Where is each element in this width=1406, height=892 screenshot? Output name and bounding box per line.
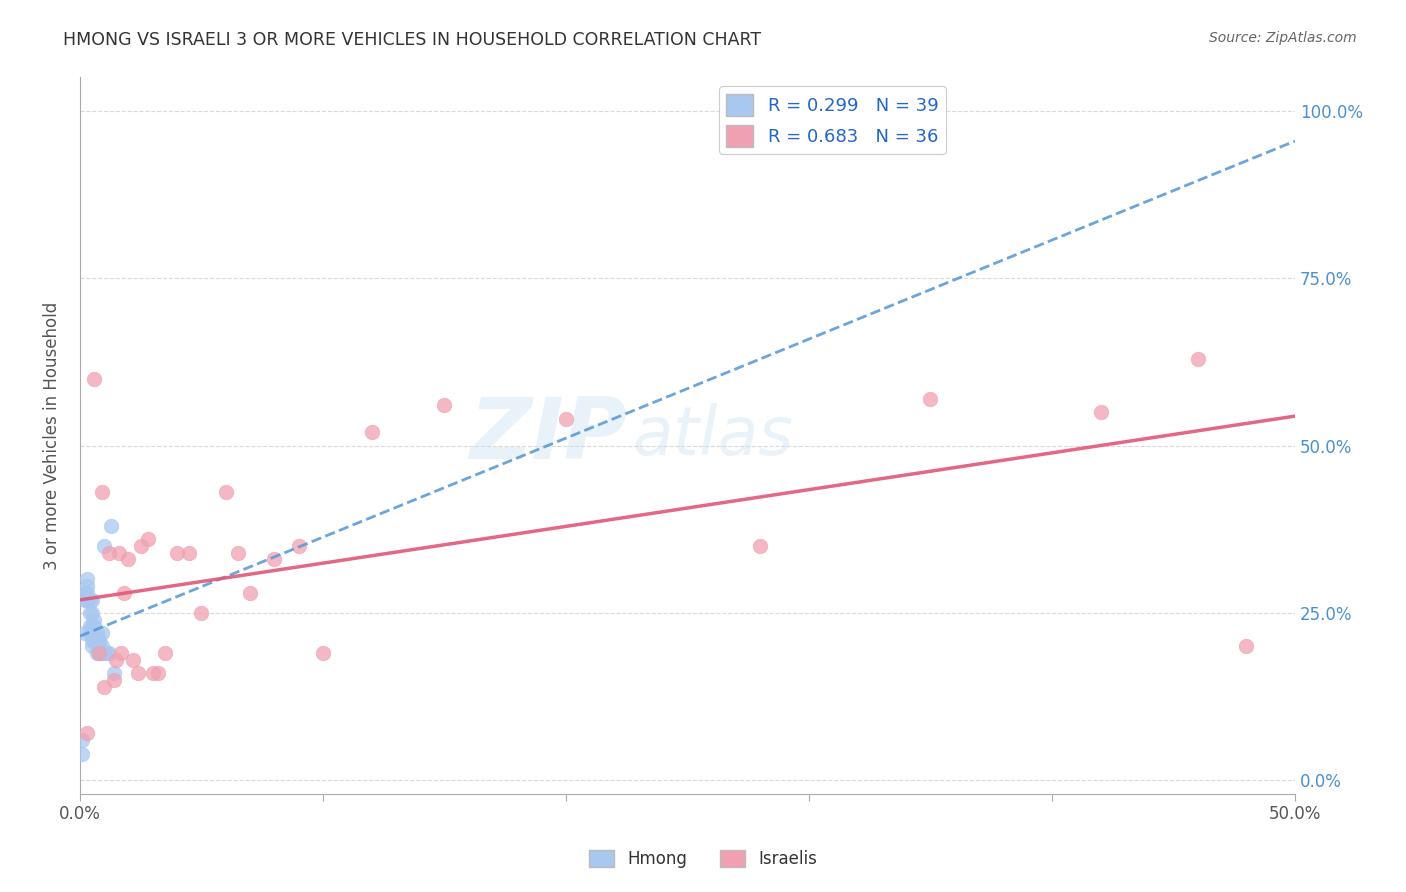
Text: atlas: atlas: [633, 402, 794, 468]
Point: [79, 592, 101, 607]
Legend: R = 0.299   N = 39, R = 0.683   N = 36: R = 0.299 N = 39, R = 0.683 N = 36: [718, 87, 946, 154]
Point: [76, 726, 98, 740]
Point: [73, 586, 96, 600]
Point: [89, 632, 111, 647]
Point: [76, 573, 98, 587]
Point: [107, 546, 129, 560]
Point: [86, 646, 108, 660]
Point: [1187, 351, 1209, 366]
Point: [179, 546, 201, 560]
Point: [190, 606, 212, 620]
Point: [312, 646, 335, 660]
Point: [80, 606, 103, 620]
Point: [749, 539, 772, 553]
Point: [153, 646, 176, 660]
Point: [93, 646, 115, 660]
Point: [76, 579, 98, 593]
Point: [93, 539, 115, 553]
Point: [83, 632, 105, 647]
Point: [90, 646, 112, 660]
Point: [98, 546, 121, 560]
Y-axis label: 3 or more Vehicles in Household: 3 or more Vehicles in Household: [44, 301, 60, 570]
Point: [89, 640, 111, 654]
Point: [76, 592, 98, 607]
Point: [79, 619, 101, 633]
Point: [96, 646, 118, 660]
Point: [215, 485, 238, 500]
Point: [73, 626, 96, 640]
Point: [90, 626, 112, 640]
Point: [112, 586, 135, 600]
Point: [103, 666, 125, 681]
Point: [129, 539, 152, 553]
Point: [555, 412, 578, 426]
Point: [103, 673, 125, 687]
Point: [90, 485, 112, 500]
Point: [433, 399, 456, 413]
Point: [166, 546, 188, 560]
Point: [146, 666, 169, 681]
Point: [79, 606, 101, 620]
Point: [226, 546, 249, 560]
Point: [83, 613, 105, 627]
Point: [287, 539, 309, 553]
Point: [127, 666, 149, 681]
Point: [142, 666, 165, 681]
Point: [90, 640, 112, 654]
Text: ZIP: ZIP: [470, 394, 627, 477]
Point: [76, 586, 98, 600]
Legend: Hmong, Israelis: Hmong, Israelis: [582, 843, 824, 875]
Point: [920, 392, 942, 406]
Point: [83, 619, 105, 633]
Point: [72, 733, 94, 747]
Point: [89, 646, 111, 660]
Text: Source: ZipAtlas.com: Source: ZipAtlas.com: [1209, 31, 1357, 45]
Point: [83, 372, 105, 386]
Point: [89, 646, 111, 660]
Text: HMONG VS ISRAELI 3 OR MORE VEHICLES IN HOUSEHOLD CORRELATION CHART: HMONG VS ISRAELI 3 OR MORE VEHICLES IN H…: [63, 31, 762, 49]
Point: [136, 533, 159, 547]
Point: [110, 646, 132, 660]
Point: [117, 552, 139, 566]
Point: [80, 632, 103, 647]
Point: [73, 592, 96, 607]
Point: [1234, 640, 1257, 654]
Point: [86, 632, 108, 647]
Point: [86, 640, 108, 654]
Point: [239, 586, 262, 600]
Point: [122, 653, 145, 667]
Point: [93, 680, 115, 694]
Point: [360, 425, 382, 440]
Point: [72, 747, 94, 761]
Point: [80, 619, 103, 633]
Point: [83, 626, 105, 640]
Point: [98, 646, 121, 660]
Point: [105, 653, 128, 667]
Point: [80, 592, 103, 607]
Point: [263, 552, 285, 566]
Point: [80, 626, 103, 640]
Point: [79, 626, 101, 640]
Point: [100, 519, 122, 533]
Point: [80, 640, 103, 654]
Point: [1090, 405, 1112, 419]
Point: [86, 626, 108, 640]
